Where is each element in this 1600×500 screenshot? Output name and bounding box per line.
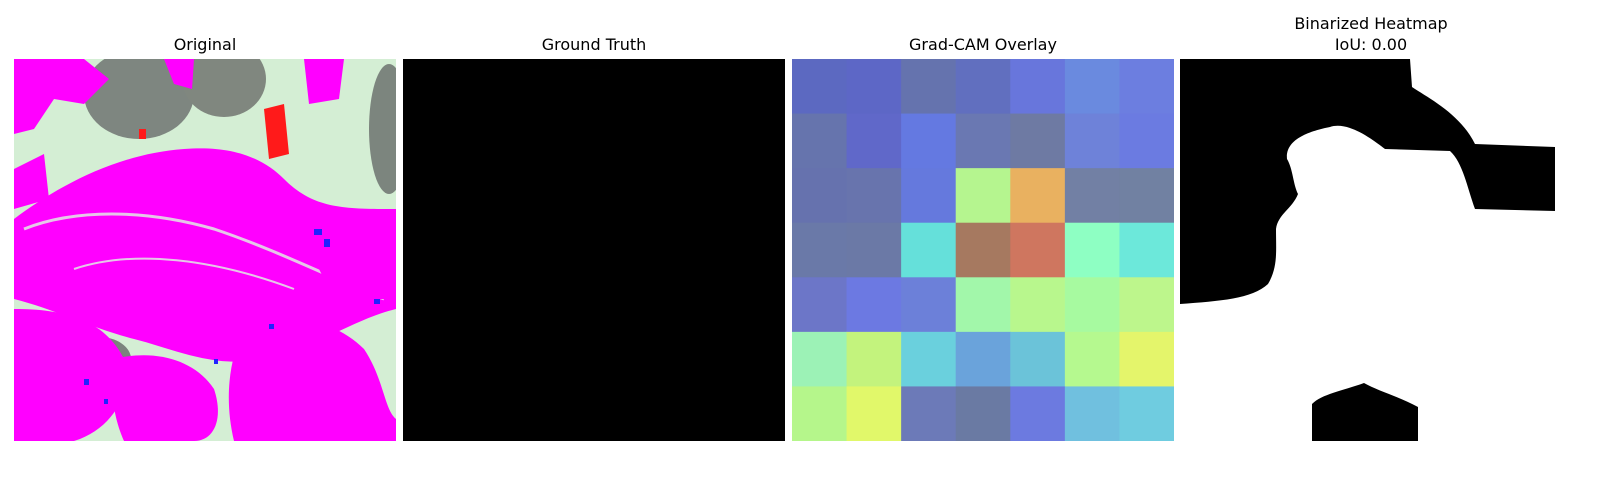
gradcam-cell	[901, 331, 957, 387]
gradcam-cell	[1064, 277, 1120, 333]
gradcam-cell	[1010, 59, 1066, 115]
gradcam-cell	[792, 222, 848, 278]
binarized-title: Binarized Heatmap	[1294, 14, 1448, 33]
gradcam-cell	[1064, 222, 1120, 278]
gradcam-cell	[792, 386, 848, 441]
gradcam-cell	[901, 277, 957, 333]
gradcam-cell	[1064, 386, 1120, 441]
gradcam-cell	[1064, 113, 1120, 169]
mask-background-region	[1180, 59, 1555, 304]
gradcam-cell	[846, 222, 902, 278]
dark-leaf-blob	[182, 59, 266, 117]
gradcam-cell	[1064, 331, 1120, 387]
ground-truth-panel: Ground Truth	[403, 0, 785, 500]
gradcam-cell	[1119, 59, 1174, 115]
original-image	[14, 59, 396, 441]
gradcam-cell	[1010, 168, 1066, 224]
gradcam-cell	[792, 277, 848, 333]
gradcam-cell	[1010, 113, 1066, 169]
gradcam-cell	[955, 168, 1011, 224]
iou-label: IoU: 0.00	[1334, 35, 1408, 54]
gradcam-cell	[1119, 277, 1174, 333]
gradcam-cell	[1119, 331, 1174, 387]
gradcam-title: Grad-CAM Overlay	[909, 35, 1057, 54]
gradcam-cell	[955, 386, 1011, 441]
gradcam-cell	[955, 277, 1011, 333]
gradcam-cell	[1010, 331, 1066, 387]
gradcam-cell	[1119, 222, 1174, 278]
gradcam-cell	[792, 168, 848, 224]
gradcam-cell	[955, 331, 1011, 387]
gradcam-panel: Grad-CAM Overlay	[792, 0, 1174, 500]
mask-background-region	[1312, 383, 1418, 441]
gradcam-cell	[1064, 59, 1120, 115]
main-leaf	[14, 148, 396, 362]
gradcam-cell	[901, 59, 957, 115]
gradcam-overlay-image	[792, 59, 1174, 441]
gradcam-cell	[955, 59, 1011, 115]
gradcam-cell	[846, 59, 902, 115]
original-title: Original	[173, 35, 237, 54]
gradcam-cell	[846, 331, 902, 387]
gradcam-cell	[792, 59, 848, 115]
gradcam-cell	[846, 113, 902, 169]
gradcam-cell	[1119, 386, 1174, 441]
gradcam-cell	[792, 113, 848, 169]
gradcam-cell	[1064, 168, 1120, 224]
gradcam-cell	[955, 113, 1011, 169]
gradcam-cell	[1010, 386, 1066, 441]
original-panel: Original	[14, 0, 396, 500]
gradcam-cell	[1119, 113, 1174, 169]
binarized-panel: Binarized Heatmap IoU: 0.00	[1180, 0, 1562, 500]
dark-leaf-blob	[84, 59, 194, 139]
gradcam-cell	[846, 386, 902, 441]
gradcam-cell	[1119, 168, 1174, 224]
gradcam-cell	[901, 222, 957, 278]
ground-truth-mask	[403, 59, 785, 441]
dark-leaf-blob	[369, 64, 396, 194]
gradcam-cell	[1010, 277, 1066, 333]
binarized-mask	[1180, 59, 1562, 441]
gradcam-cell	[792, 331, 848, 387]
gradcam-cell	[901, 113, 957, 169]
gradcam-cell	[846, 277, 902, 333]
gradcam-cell	[955, 222, 1011, 278]
ground-truth-title: Ground Truth	[541, 35, 647, 54]
gradcam-cell	[901, 168, 957, 224]
gradcam-cell	[846, 168, 902, 224]
gradcam-cell	[1010, 222, 1066, 278]
gradcam-cell	[901, 386, 957, 441]
